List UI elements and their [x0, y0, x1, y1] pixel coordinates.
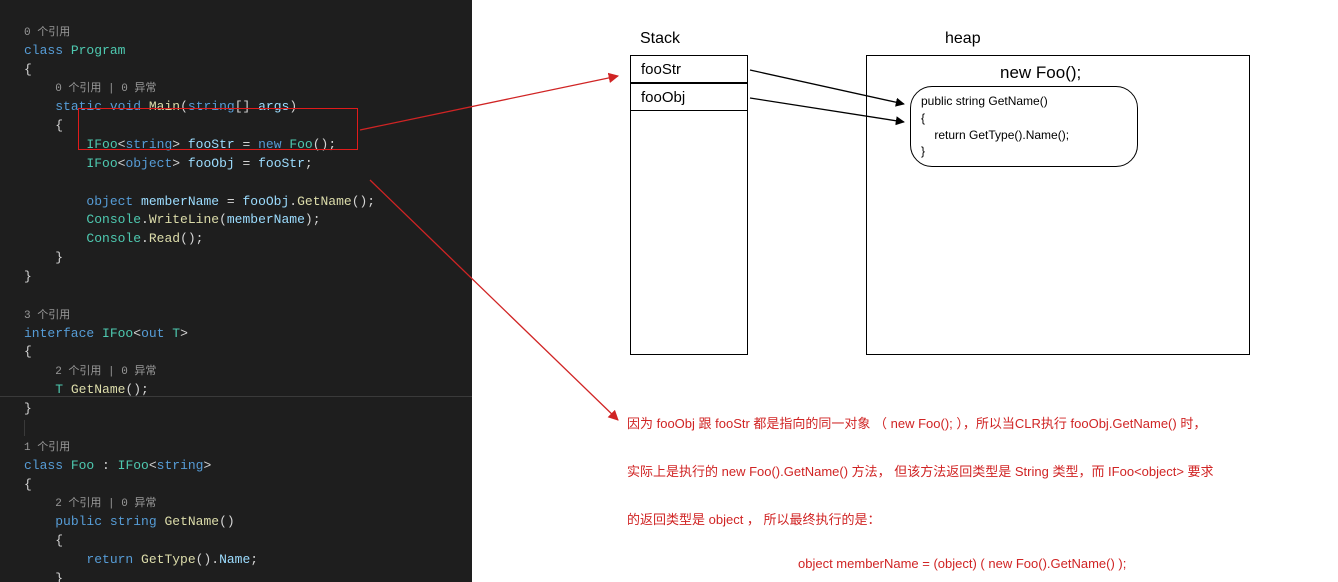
codelens: 0 个引用 [24, 27, 70, 39]
explain-line-3: 的返回类型是 object ， 所以最终执行的是： [627, 508, 881, 531]
type-object: object [125, 156, 172, 171]
heap-label: heap [945, 30, 981, 48]
method-getname: GetName [164, 514, 219, 529]
kw-void: void [110, 99, 141, 114]
code-editor-pane: 0 个引用 class Program { 0 个引用 | 0 异常 stati… [0, 0, 472, 582]
heap-body-line: return GetType().Name(); [921, 127, 1127, 144]
type-string: string [125, 137, 172, 152]
type-object: object [86, 194, 133, 209]
type-string: string [110, 514, 157, 529]
explain-line-4: object memberName = (object) ( new Foo()… [798, 552, 1126, 575]
kw-class: class [24, 43, 63, 58]
kw-public: public [55, 514, 102, 529]
method-read: Read [149, 231, 180, 246]
type-console: Console [86, 212, 141, 227]
codelens: 3 个引用 [24, 310, 70, 322]
type-ifoo: IFoo [86, 156, 117, 171]
method-main: Main [149, 99, 180, 114]
stack-label: Stack [640, 30, 680, 48]
codelens: 1 个引用 [24, 442, 70, 454]
type-ifoo: IFoo [102, 326, 133, 341]
stack-cell-foostr: fooStr [630, 55, 748, 83]
method-getname: GetName [297, 194, 352, 209]
type-t: T [172, 326, 180, 341]
type-console: Console [86, 231, 141, 246]
var-foostr: fooStr [188, 137, 235, 152]
codelens: 0 个引用 | 0 异常 [55, 83, 156, 95]
type-foo: Foo [71, 458, 94, 473]
heap-title: new Foo(); [1000, 63, 1081, 83]
explain-line-1: 因为 fooObj 跟 fooStr 都是指向的同一对象 （ new Foo()… [627, 412, 1332, 435]
kw-return: return [86, 552, 133, 567]
method-writeline: WriteLine [149, 212, 219, 227]
heap-body-line: } [921, 143, 1127, 160]
type-ifoo: IFoo [86, 137, 117, 152]
var-membername: memberName [141, 194, 219, 209]
editor-split-divider [0, 396, 472, 397]
heap-body-line: { [921, 110, 1127, 127]
kw-out: out [141, 326, 164, 341]
method-getname: GetName [71, 382, 126, 397]
stack-cell-fooobj: fooObj [630, 83, 748, 111]
kw-static: static [55, 99, 102, 114]
type-t: T [55, 382, 63, 397]
var-foostr: fooStr [258, 156, 305, 171]
type-foo: Foo [289, 137, 312, 152]
type-string: string [188, 99, 235, 114]
var-membername: memberName [227, 212, 305, 227]
type-string: string [157, 458, 204, 473]
kw-class: class [24, 458, 63, 473]
prop-name: Name [219, 552, 250, 567]
explain-line-2: 实际上是执行的 new Foo().GetName() 方法， 但该方法返回类型… [627, 460, 1332, 483]
type-ifoo: IFoo [118, 458, 149, 473]
kw-interface: interface [24, 326, 94, 341]
heap-body-line: public string GetName() [921, 93, 1127, 110]
var-fooobj: fooObj [188, 156, 235, 171]
heap-object-bubble: public string GetName() { return GetType… [910, 86, 1138, 167]
codelens: 2 个引用 | 0 异常 [55, 498, 156, 510]
kw-new: new [258, 137, 281, 152]
type-program: Program [71, 43, 126, 58]
codelens: 2 个引用 | 0 异常 [55, 366, 156, 378]
var-fooobj: fooObj [242, 194, 289, 209]
method-gettype: GetType [141, 552, 196, 567]
var-args: args [258, 99, 289, 114]
